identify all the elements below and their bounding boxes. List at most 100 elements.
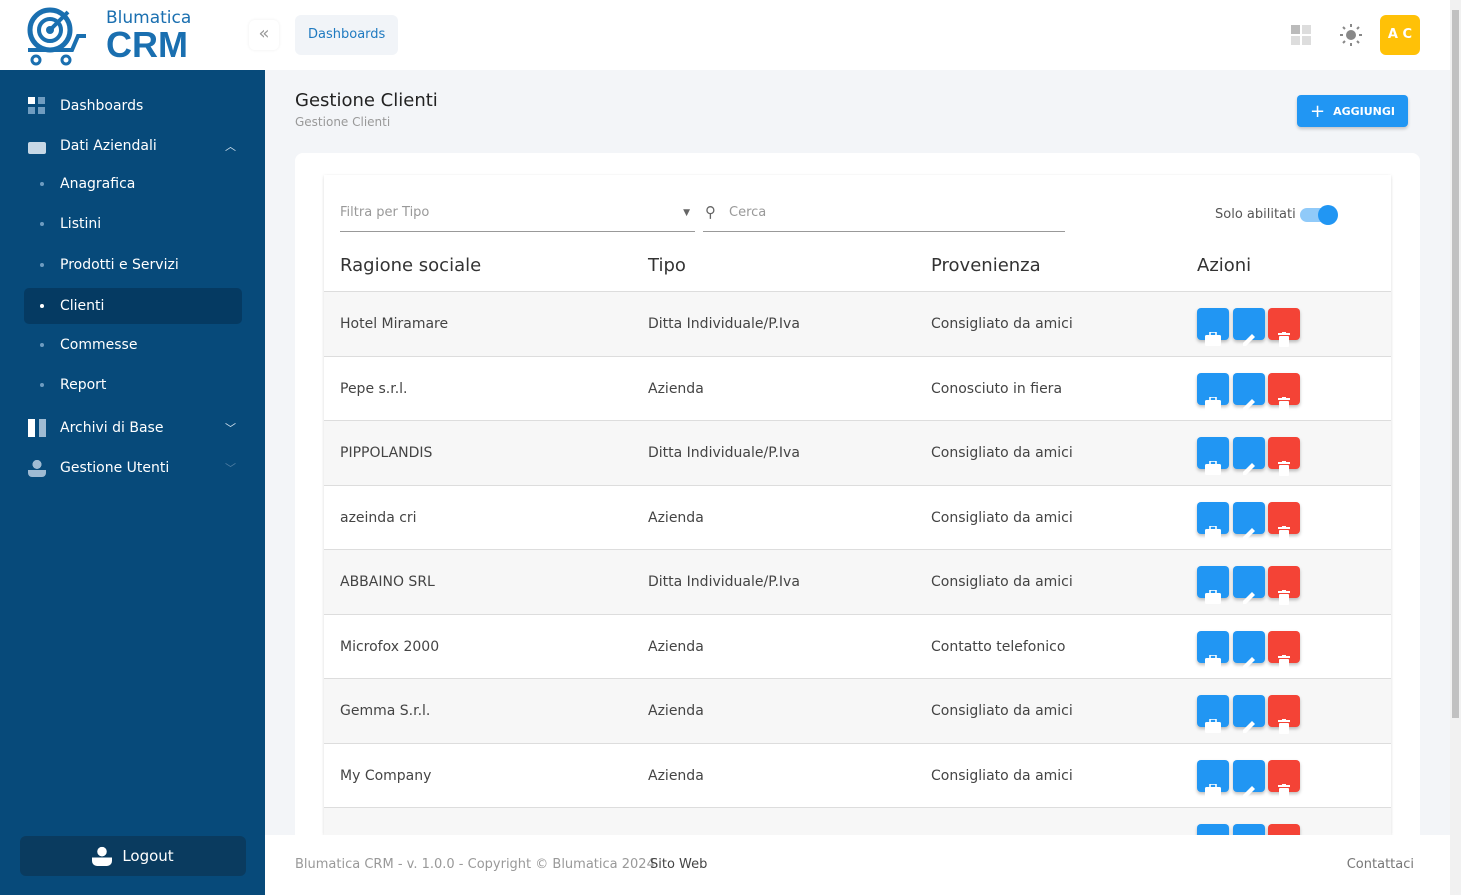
- delete-button[interactable]: [1268, 308, 1300, 347]
- add-button[interactable]: + AGGIUNGI: [1297, 95, 1408, 127]
- delete-button[interactable]: [1268, 437, 1300, 476]
- sidebar-item-listini[interactable]: Listini: [24, 206, 242, 242]
- sidebar: Dashboards Dati Aziendali ︿ Anagrafica Li…: [0, 70, 265, 895]
- briefcase-icon: [1205, 783, 1221, 798]
- edit-button[interactable]: [1233, 759, 1265, 798]
- double-chevron-left-icon: «: [258, 23, 270, 44]
- delete-button[interactable]: [1268, 630, 1300, 670]
- brand-logo[interactable]: Blumatica CRM: [20, 6, 191, 66]
- sidebar-item-label: Dashboards: [60, 98, 144, 114]
- bullet-icon: [40, 383, 44, 387]
- commesse-button[interactable]: [1197, 759, 1229, 798]
- commesse-button[interactable]: [1197, 372, 1229, 411]
- chevron-up-icon: ︿: [225, 140, 236, 153]
- briefcase-icon: [28, 142, 46, 154]
- sidebar-item-label: Archivi di Base: [60, 420, 164, 436]
- sidebar-item-dashboards[interactable]: Dashboards: [24, 88, 242, 124]
- briefcase-icon: [1205, 396, 1221, 411]
- edit-button[interactable]: [1233, 372, 1265, 411]
- page-scrollbar[interactable]: [1450, 0, 1461, 895]
- cell-tipo: Azienda: [648, 380, 704, 397]
- cell-provenienza: Consigliato da amici: [931, 703, 1073, 719]
- sidebar-item-gestione-utenti[interactable]: Gestione Utenti ﹀: [24, 450, 242, 486]
- column-header-tipo[interactable]: Tipo: [648, 255, 686, 276]
- page-breadcrumb: Gestione Clienti: [295, 115, 391, 129]
- sidebar-item-dati-aziendali[interactable]: Dati Aziendali ︿: [24, 128, 242, 164]
- breadcrumb-dashboards[interactable]: Dashboards: [295, 15, 399, 55]
- sidebar-item-label: Commesse: [60, 337, 138, 353]
- logout-button[interactable]: Logout: [20, 836, 246, 876]
- briefcase-icon: [1205, 332, 1221, 346]
- copyright-text: Blumatica CRM - v. 1.0.0 - Copyright © B…: [295, 857, 655, 872]
- sidebar-item-commesse[interactable]: Commesse: [24, 327, 242, 363]
- trash-icon: [1278, 461, 1290, 476]
- sidebar-item-anagrafica[interactable]: Anagrafica: [24, 166, 242, 202]
- table-row[interactable]: My Company Azienda Consigliato da amici: [324, 742, 1391, 808]
- cell-ragione-sociale: My Company: [340, 767, 432, 784]
- commesse-button[interactable]: [1197, 566, 1229, 604]
- delete-button[interactable]: [1268, 824, 1300, 835]
- search-input[interactable]: ⚲ Cerca: [703, 203, 1065, 232]
- delete-button[interactable]: [1268, 695, 1300, 734]
- sidebar-item-label: Dati Aziendali: [60, 138, 157, 154]
- pencil-icon: [1242, 332, 1257, 347]
- caret-down-icon: ▼: [683, 208, 690, 218]
- table-row[interactable]: azeinda cri Azienda Consigliato da amici: [324, 484, 1391, 550]
- sidebar-item-label: Prodotti e Servizi: [60, 257, 179, 273]
- pencil-icon: [1242, 590, 1257, 605]
- edit-button[interactable]: [1233, 824, 1265, 835]
- table-row[interactable]: Pepe s.r.l. Azienda Conosciuto in fiera: [324, 355, 1391, 421]
- sidebar-item-archivi-di-base[interactable]: Archivi di Base ﹀: [24, 410, 242, 446]
- type-filter-placeholder: Filtra per Tipo: [340, 205, 430, 220]
- commesse-button[interactable]: [1197, 437, 1229, 475]
- sun-theme-icon[interactable]: [1340, 24, 1362, 46]
- sidebar-item-report[interactable]: Report: [24, 367, 242, 403]
- table-row[interactable]: ABBAINO SRL Ditta Individuale/P.Iva Consig…: [324, 549, 1391, 614]
- column-header-ragione-sociale[interactable]: Ragione sociale: [340, 255, 482, 276]
- collapse-sidebar-button[interactable]: «: [249, 20, 279, 50]
- user-icon: [92, 846, 113, 866]
- add-label: AGGIUNGI: [1333, 104, 1396, 118]
- table-row[interactable]: Hotel Miramare Ditta Individuale/P.Iva Con…: [324, 291, 1391, 356]
- commesse-button[interactable]: [1197, 824, 1229, 835]
- edit-button[interactable]: [1233, 308, 1265, 346]
- target-cart-icon: [27, 7, 86, 66]
- delete-button[interactable]: [1268, 372, 1300, 412]
- sidebar-item-clienti[interactable]: Clienti: [24, 288, 242, 324]
- trash-icon: [1278, 590, 1290, 605]
- sidebar-item-label: Anagrafica: [60, 176, 136, 192]
- table-row[interactable]: [324, 807, 1391, 835]
- user-avatar[interactable]: A C: [1380, 15, 1420, 55]
- scrollbar-thumb[interactable]: [1452, 10, 1459, 718]
- edit-button[interactable]: [1233, 566, 1265, 604]
- delete-button[interactable]: [1268, 501, 1300, 541]
- table-row[interactable]: Gemma S.r.l. Azienda Consigliato da amici: [324, 678, 1391, 743]
- dashboard-icon: [28, 97, 46, 115]
- column-header-provenienza[interactable]: Provenienza: [931, 255, 1041, 276]
- cell-provenienza: Conosciuto in fiera: [931, 380, 1063, 397]
- table-row[interactable]: Microfox 2000 Azienda Contatto telefonico: [324, 613, 1391, 679]
- commesse-button[interactable]: [1197, 501, 1229, 540]
- apps-grid-icon[interactable]: [1290, 24, 1312, 46]
- delete-button[interactable]: [1268, 759, 1300, 799]
- bullet-icon: [40, 222, 44, 226]
- commesse-button[interactable]: [1197, 695, 1229, 733]
- edit-button[interactable]: [1233, 695, 1265, 733]
- cell-ragione-sociale: Pepe s.r.l.: [340, 380, 408, 397]
- table-row[interactable]: PIPPOLANDIS Ditta Individuale/P.Iva Consig…: [324, 420, 1391, 485]
- edit-button[interactable]: [1233, 630, 1265, 669]
- commesse-button[interactable]: [1197, 630, 1229, 669]
- sidebar-item-label: Listini: [60, 216, 102, 232]
- only-enabled-toggle[interactable]: [1300, 205, 1338, 225]
- only-enabled-label: Solo abilitati: [1215, 207, 1296, 222]
- website-link[interactable]: Sito Web: [650, 857, 708, 872]
- briefcase-icon: [1205, 461, 1221, 475]
- edit-button[interactable]: [1233, 437, 1265, 475]
- delete-button[interactable]: [1268, 566, 1300, 605]
- edit-button[interactable]: [1233, 501, 1265, 540]
- commesse-button[interactable]: [1197, 308, 1229, 346]
- contact-link[interactable]: Contattaci: [1346, 857, 1414, 872]
- sidebar-item-prodotti-servizi[interactable]: Prodotti e Servizi: [24, 247, 242, 283]
- archive-icon: [28, 419, 46, 437]
- type-filter-select[interactable]: Filtra per Tipo ▼: [340, 205, 695, 232]
